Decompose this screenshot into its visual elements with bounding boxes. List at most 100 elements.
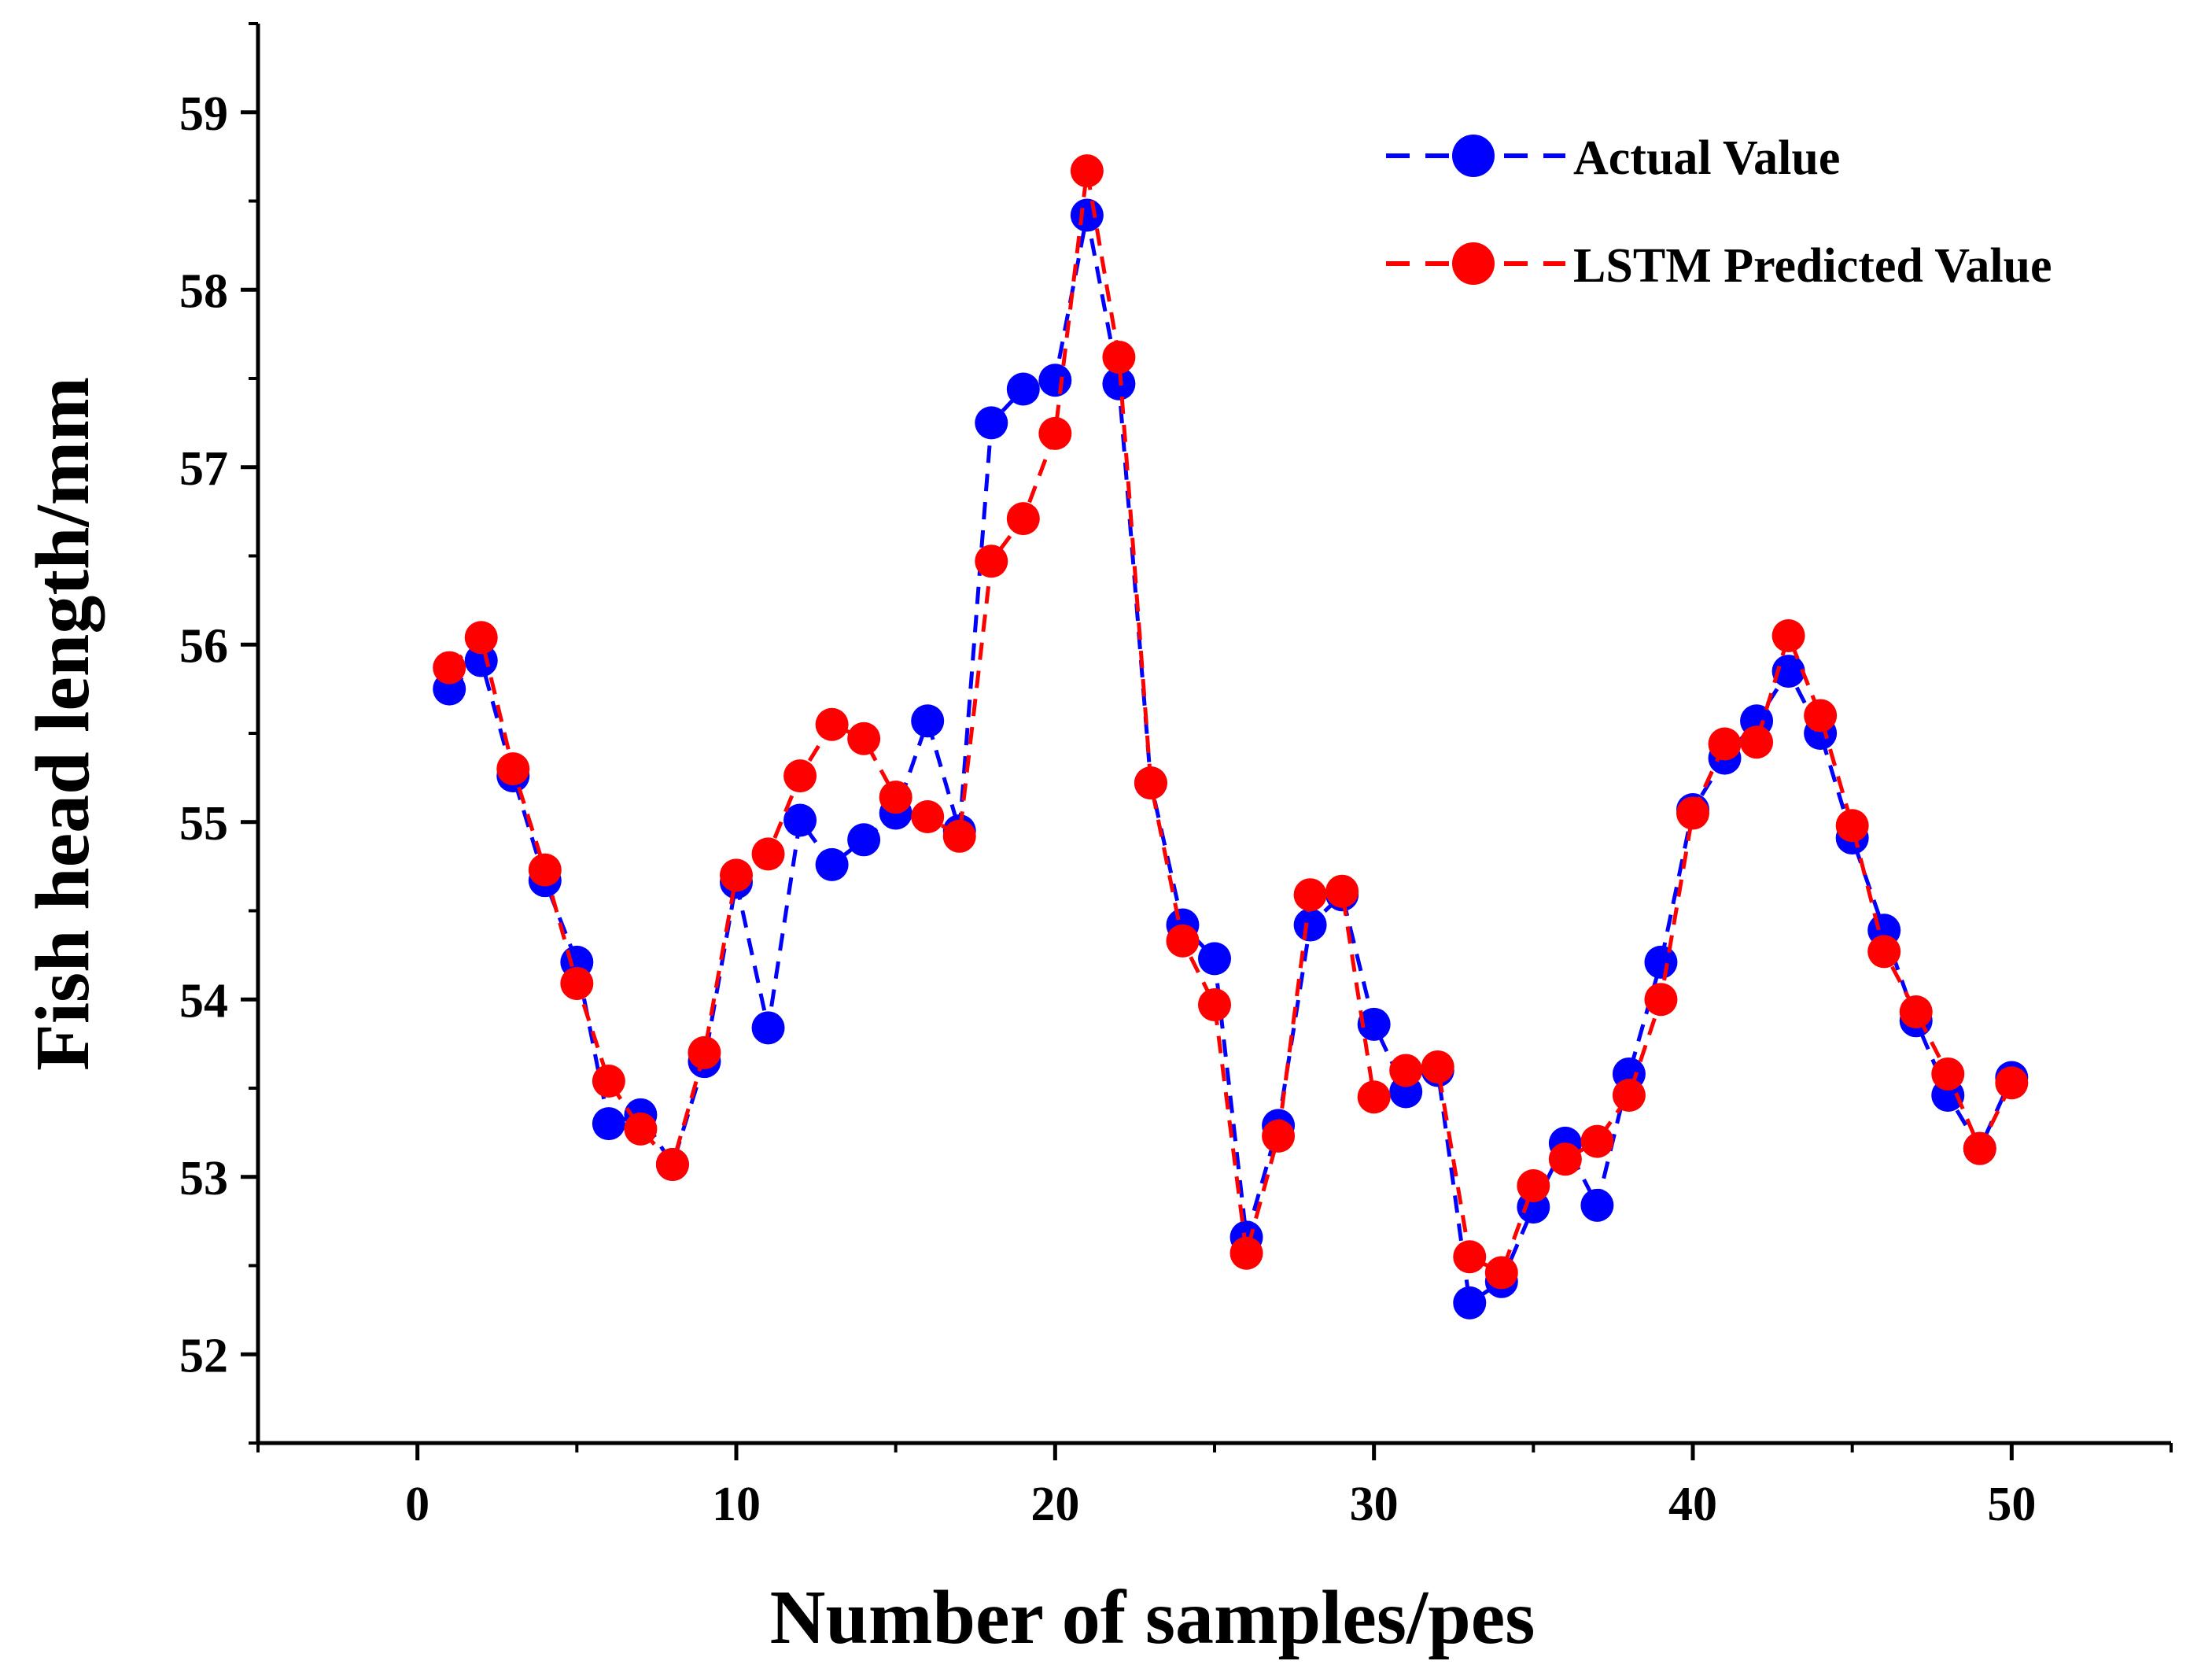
data-point-lstm — [815, 707, 849, 741]
y-axis-ticks: 52 53 54 55 56 57 58 59 — [179, 22, 258, 1445]
data-point-actual — [1070, 198, 1104, 232]
data-point-lstm — [1453, 1240, 1487, 1274]
data-point-lstm — [1548, 1142, 1582, 1176]
data-point-actual — [1198, 942, 1231, 976]
data-point-lstm — [1262, 1119, 1296, 1153]
data-point-lstm — [1676, 796, 1709, 830]
data-point-lstm — [1644, 983, 1678, 1017]
data-point-lstm — [1963, 1131, 1996, 1165]
data-point-lstm — [1038, 416, 1072, 450]
data-point-lstm — [1612, 1079, 1646, 1113]
data-point-lstm — [496, 752, 530, 786]
data-point-lstm — [464, 621, 498, 655]
data-point-lstm — [1198, 988, 1231, 1022]
data-point-actual — [911, 704, 945, 738]
data-point-lstm — [1325, 874, 1359, 908]
data-point-lstm — [433, 651, 466, 685]
axes — [256, 24, 2171, 1445]
data-point-lstm — [975, 544, 1008, 578]
data-point-lstm — [879, 781, 912, 814]
data-point-lstm — [1293, 878, 1327, 912]
data-point-actual — [847, 823, 881, 857]
data-point-lstm — [1771, 618, 1805, 652]
data-point-lstm — [1357, 1080, 1391, 1114]
data-point-lstm — [592, 1064, 625, 1098]
data-point-actual — [1580, 1188, 1614, 1222]
data-point-lstm — [1166, 924, 1200, 958]
x-tick-label-40: 40 — [1668, 1478, 1717, 1531]
y-tick-label-55: 55 — [179, 797, 228, 851]
data-point-actual — [815, 847, 849, 881]
legend-marker-actual — [1452, 135, 1495, 177]
data-point-lstm — [911, 799, 945, 833]
data-point-lstm — [1835, 809, 1869, 843]
data-point-lstm — [1804, 699, 1838, 733]
x-tick-label-50: 50 — [1987, 1478, 2036, 1531]
data-point-lstm — [1740, 725, 1774, 759]
series-layer — [433, 154, 2029, 1320]
data-point-lstm — [1389, 1054, 1423, 1087]
legend-item-lstm: LSTM Predicted Value — [1386, 239, 2052, 293]
data-point-lstm — [1484, 1256, 1518, 1290]
y-tick-label-59: 59 — [179, 87, 228, 141]
data-point-lstm — [560, 966, 594, 1000]
data-point-actual — [1102, 367, 1136, 400]
data-point-lstm — [783, 759, 817, 793]
y-tick-label-54: 54 — [179, 974, 228, 1028]
data-point-actual — [464, 644, 498, 677]
data-point-lstm — [1931, 1057, 1965, 1091]
data-point-lstm — [1580, 1124, 1614, 1158]
data-point-lstm — [942, 819, 976, 853]
data-point-actual — [1006, 372, 1040, 406]
y-tick-label-52: 52 — [179, 1329, 228, 1382]
data-point-actual — [1453, 1286, 1487, 1320]
data-point-lstm — [528, 853, 562, 887]
y-tick-label-56: 56 — [179, 619, 228, 673]
data-point-lstm — [751, 837, 785, 871]
data-point-actual — [1038, 364, 1072, 397]
data-point-lstm — [1102, 340, 1136, 374]
data-point-lstm — [1899, 995, 1933, 1029]
data-point-lstm — [688, 1035, 721, 1069]
data-point-actual — [1357, 1007, 1391, 1041]
data-point-lstm — [1517, 1169, 1550, 1203]
y-tick-label-53: 53 — [179, 1152, 228, 1205]
data-point-actual — [783, 803, 817, 837]
legend-marker-lstm — [1452, 242, 1495, 285]
x-axis-title: Number of samples/pes — [770, 1575, 1535, 1660]
x-tick-label-0: 0 — [405, 1478, 429, 1531]
legend-item-actual: Actual Value — [1386, 131, 1840, 185]
data-point-lstm — [1421, 1050, 1454, 1083]
data-point-actual — [1293, 908, 1327, 942]
series-line-lstm — [448, 168, 2014, 1275]
data-point-lstm — [1134, 766, 1167, 800]
legend: Actual Value LSTM Predicted Value — [1386, 131, 2052, 293]
data-point-actual — [1771, 655, 1805, 688]
data-point-lstm — [624, 1112, 658, 1146]
data-point-lstm — [1867, 935, 1901, 969]
legend-label-lstm: LSTM Predicted Value — [1573, 239, 2052, 293]
data-point-lstm — [720, 858, 753, 892]
data-point-lstm — [655, 1147, 689, 1181]
data-point-actual — [975, 406, 1008, 440]
data-point-actual — [751, 1011, 785, 1045]
x-axis-ticks: 0 10 20 30 40 50 — [256, 1443, 2173, 1531]
data-point-lstm — [847, 722, 881, 755]
x-tick-label-10: 10 — [712, 1478, 761, 1531]
legend-label-actual: Actual Value — [1573, 131, 1840, 185]
series-lstm — [433, 154, 2029, 1290]
y-tick-label-57: 57 — [179, 442, 228, 496]
data-point-lstm — [1006, 502, 1040, 536]
data-point-actual — [592, 1107, 625, 1141]
y-tick-label-58: 58 — [179, 264, 228, 318]
y-axis-title: Fish head length/mm — [20, 377, 105, 1071]
x-tick-label-20: 20 — [1030, 1478, 1079, 1531]
series-line-actual — [448, 213, 2014, 1305]
data-point-actual — [1644, 945, 1678, 979]
data-point-lstm — [1995, 1066, 2029, 1100]
data-point-lstm — [1070, 154, 1104, 188]
x-tick-label-30: 30 — [1350, 1478, 1399, 1531]
data-point-lstm — [1230, 1236, 1263, 1270]
data-point-lstm — [1708, 727, 1742, 761]
